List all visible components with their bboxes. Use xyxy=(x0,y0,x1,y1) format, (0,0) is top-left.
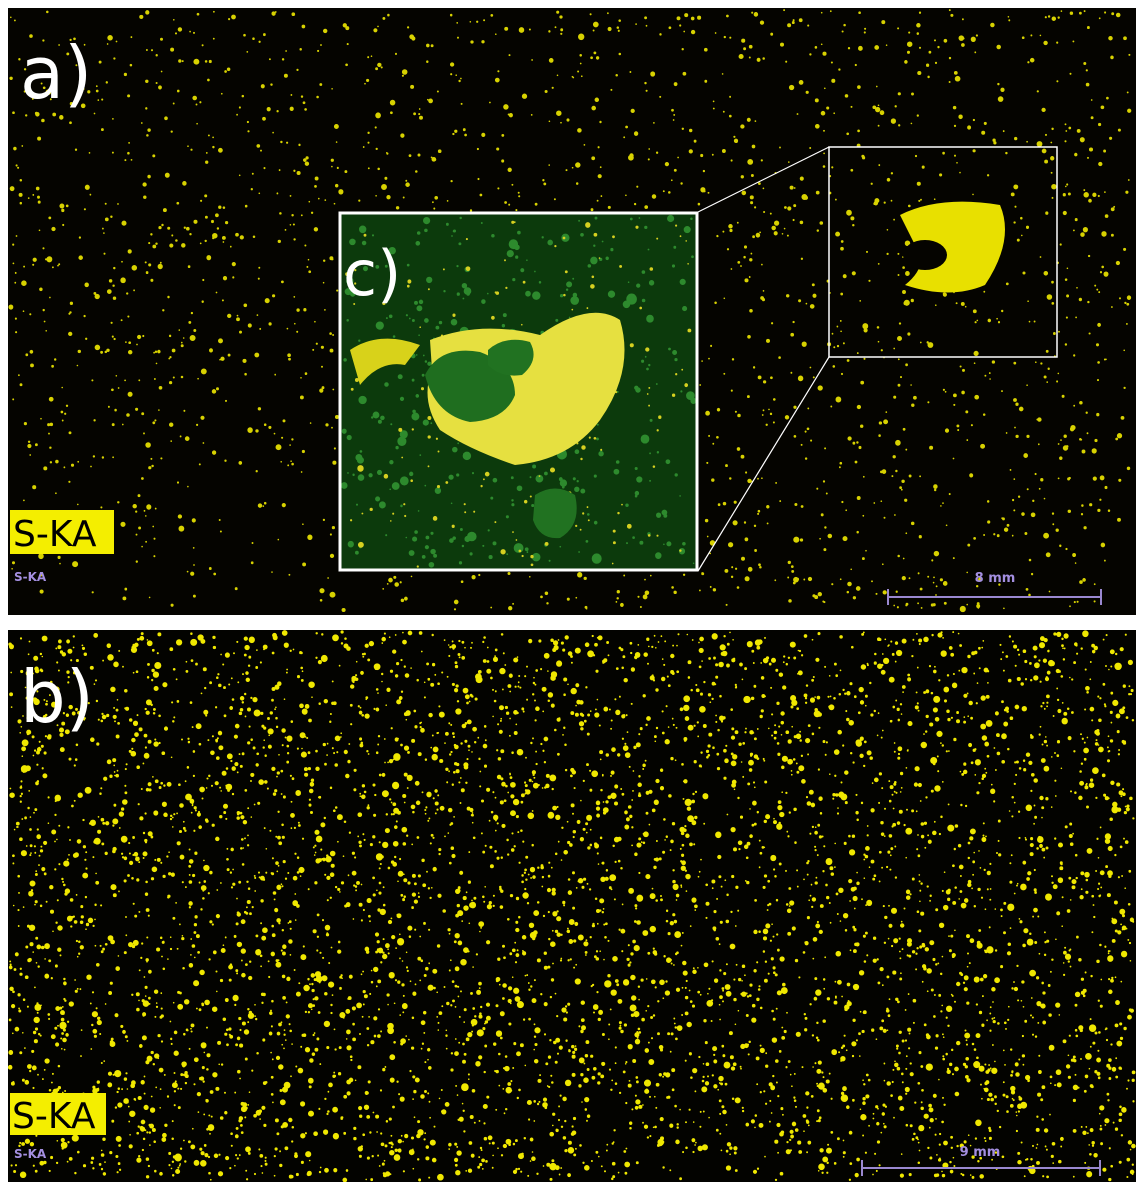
grain xyxy=(488,340,534,376)
inset: c) xyxy=(340,213,697,570)
panel-label: a) xyxy=(20,31,92,115)
page: c) a) S-KA S-KA 8 mm b) S-KA S-KA 9 mm (… xyxy=(0,0,1136,1182)
figure: c) a) S-KA S-KA 8 mm b) S-KA S-KA 9 mm xyxy=(0,0,1136,1182)
void xyxy=(903,240,947,270)
panel-label: b) xyxy=(20,655,94,739)
scale-label: 9 mm xyxy=(960,1145,1001,1160)
element-tag: S-KA xyxy=(12,1096,96,1137)
element-caption: S-KA xyxy=(14,1147,47,1161)
scale-label: 8 mm xyxy=(975,571,1016,586)
element-tag: S-KA xyxy=(13,514,97,555)
inset-label: c) xyxy=(343,237,401,310)
element-caption: S-KA xyxy=(14,570,47,584)
